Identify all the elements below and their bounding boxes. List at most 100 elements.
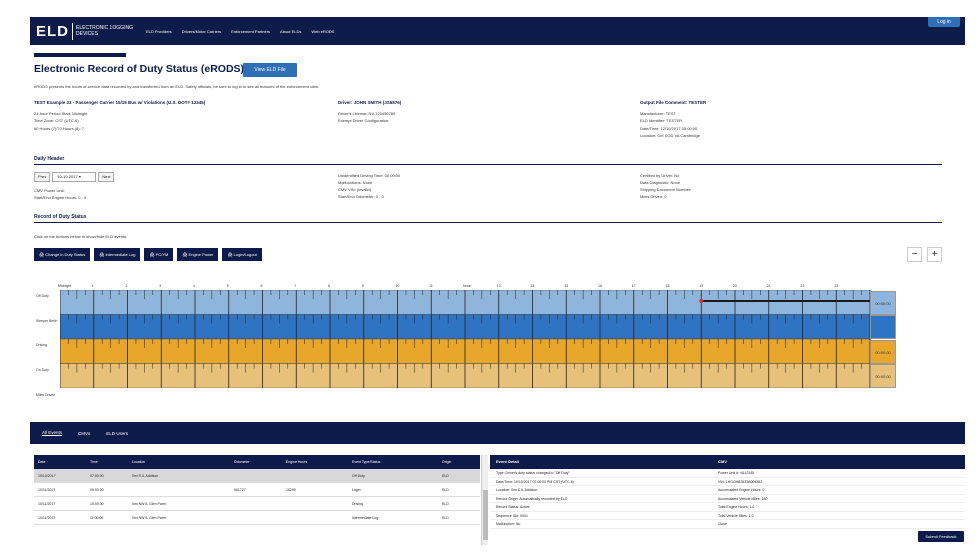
carrier-info: TEST Example 23 - Passenger Carrier 15/1…: [34, 99, 205, 132]
nav-item-eld-providers[interactable]: ELD Providers: [146, 28, 172, 34]
col-origin[interactable]: Origin: [442, 460, 452, 464]
cell: 0mi NW IL Glen Parm: [132, 516, 166, 520]
info-line: 60 Hours (7)/70 Hours (8): 7: [34, 125, 85, 131]
cell: 07:00:00: [90, 474, 104, 478]
eld-logo[interactable]: ELD ELECTRONIC LOGGING DEVICES: [36, 22, 136, 40]
col-engine-hours[interactable]: Engine Hours: [286, 460, 308, 464]
top-navbar: ELD ELECTRONIC LOGGING DEVICES ELD Provi…: [30, 17, 965, 45]
detail-row: Record Origin: Automatically recorded by…: [490, 495, 965, 503]
login-button[interactable]: Log in: [928, 17, 960, 27]
detail-row: Record Status: Active Total Engine Hours:…: [490, 503, 965, 512]
carrier-title: TEST Example 23 - Passenger Carrier 15/1…: [34, 100, 206, 105]
cell: 0mi S IL Addison: [132, 474, 159, 478]
detail-row: Location: 0mi S IL Addison Accumulated En…: [490, 486, 965, 495]
info-line: Start/End Odometer: 0 - 0: [338, 194, 384, 199]
nav-item-drivers[interactable]: Drivers/Motor Carriers: [181, 28, 222, 34]
cell: 11:00:00: [90, 516, 104, 520]
title-accent-bar: [34, 53, 126, 57]
cell: [286, 469, 352, 482]
col-event-type[interactable]: Event Type/Status: [352, 460, 381, 464]
detail-text: Malfunction: No: [496, 522, 521, 526]
filter-pc-ym-button[interactable]: 🖨 PC/YM: [144, 248, 174, 261]
table-scrollbar[interactable]: [481, 455, 488, 545]
zoom-out-button[interactable]: −: [907, 247, 922, 262]
duty-status-graph[interactable]: [60, 290, 896, 388]
detail-text: Location: 0mi S IL Addison: [496, 488, 538, 492]
table-row[interactable]: 10/11/2017 11:00:00 0mi NW IL Glen Parm Int…: [34, 511, 480, 525]
driver-info: Driver: JOHN SMITH (JS6576) Driver's Lic…: [338, 99, 401, 125]
detail-text: Power Unit #: VA12345: [718, 471, 755, 475]
driver-title: Driver: JOHN SMITH (JS6576): [338, 100, 402, 105]
info-line: Date/Time: 12/10/2017 05:00:00: [640, 125, 698, 131]
detail-text: VIN: 1HGCM82633A004352: [718, 479, 763, 484]
hour-label: 20: [733, 284, 737, 288]
detail-text: Total Engine Hours: 1.0: [718, 505, 755, 509]
event-detail-title: Event Detail: [496, 459, 519, 464]
submit-feedback-button[interactable]: Submit Feedback: [918, 531, 964, 542]
page-description: eRODS presents the hours of service data…: [34, 84, 319, 89]
section-divider: [34, 222, 942, 223]
hour-label: 14: [530, 284, 535, 288]
close-link[interactable]: Close: [718, 522, 727, 526]
cell: Driving: [352, 502, 363, 506]
nav-item-web-erods[interactable]: Web eRODS: [311, 28, 335, 34]
cell: ELD: [442, 502, 449, 506]
table-row[interactable]: 10/10/2017 07:00:00 0mi S IL Addison Off Du…: [34, 469, 480, 483]
cell: 10/11/2017: [38, 488, 56, 492]
col-odometer[interactable]: Odometer: [234, 460, 250, 464]
detail-text: Sequence ID#: 0001: [496, 513, 528, 518]
tab-eld-users[interactable]: ELD Users: [106, 430, 129, 436]
next-day-button[interactable]: Next: [98, 172, 115, 182]
hour-label: 23: [834, 284, 839, 288]
logo-text: ELECTRONIC LOGGING DEVICES: [76, 25, 133, 37]
tab-cmvs[interactable]: CMVs: [78, 430, 91, 436]
hour-label: 15: [564, 284, 569, 288]
col-time[interactable]: Time: [90, 460, 98, 464]
info-line: Time Zone: CST (UTC-6): [34, 118, 79, 123]
filter-change-duty-status-button[interactable]: 🖨 Change in Duty Status: [34, 248, 91, 261]
info-line: CMV Power Unit:: [34, 188, 65, 193]
scroll-thumb[interactable]: [483, 490, 488, 540]
events-table: Date Time Location Odometer Engine Hours…: [34, 455, 480, 525]
cell: 10/11/2017: [38, 502, 56, 506]
date-value: 10-10-2017: [57, 174, 78, 179]
tab-all-events[interactable]: All Events: [42, 430, 63, 436]
cell: [234, 469, 286, 482]
view-eld-file-button[interactable]: View ELD File: [243, 63, 297, 77]
total-driving: 00:00:00: [870, 340, 896, 364]
output-title: Output File Comment: TESTER: [640, 100, 707, 105]
filter-engine-power-button[interactable]: 🖨 Engine Power: [177, 248, 219, 261]
col-date[interactable]: Date: [38, 460, 46, 464]
col-location[interactable]: Location: [132, 460, 146, 464]
hour-label: 17: [631, 284, 636, 288]
nav-item-about[interactable]: About ELDs: [280, 28, 302, 34]
page-title: Electronic Record of Duty Status (eRODS): [34, 63, 245, 75]
total-on-duty: 00:00:00: [870, 364, 896, 388]
hour-label: 22: [800, 284, 805, 288]
hour-label: Midnight: [58, 284, 72, 288]
cell: 16299: [286, 488, 296, 492]
info-line: Miles Driven: 0: [640, 194, 667, 199]
table-row[interactable]: 10/11/2017 10:00:00 0mi NW IL Glen Parm Dri…: [34, 497, 480, 511]
hour-label: 1: [91, 284, 94, 288]
cell: [286, 497, 352, 510]
hour-label: 19: [699, 284, 704, 288]
cell: Intermediate Log: [352, 516, 379, 520]
hour-label: 18: [665, 284, 670, 288]
filter-intermediate-log-button[interactable]: 🖨 Intermediate Log: [94, 248, 141, 261]
cmv-title: CMV: [718, 459, 727, 464]
prev-day-button[interactable]: Prev: [34, 172, 51, 182]
cell: ELD: [442, 488, 449, 492]
nav-item-enforcement[interactable]: Enforcement Partners: [231, 28, 271, 34]
table-row[interactable]: 10/11/2017 09:00:00 661727 16299 Login ELD: [34, 483, 480, 497]
filter-label: Intermediate Log: [105, 252, 136, 257]
filter-login-logout-button[interactable]: 🖨 Login/Logout: [222, 248, 262, 261]
hour-label: 3: [159, 284, 162, 288]
hour-label: 8: [328, 284, 330, 288]
section-divider: [34, 164, 942, 165]
detail-row: Sequence ID#: 0001 Total Vehicle Miles: 1…: [490, 512, 965, 520]
filter-label: Login/Logout: [233, 252, 257, 257]
date-select[interactable]: 10-10-2017 ▾: [52, 172, 97, 182]
hour-label: 5: [226, 284, 229, 288]
zoom-in-button[interactable]: +: [927, 247, 942, 262]
